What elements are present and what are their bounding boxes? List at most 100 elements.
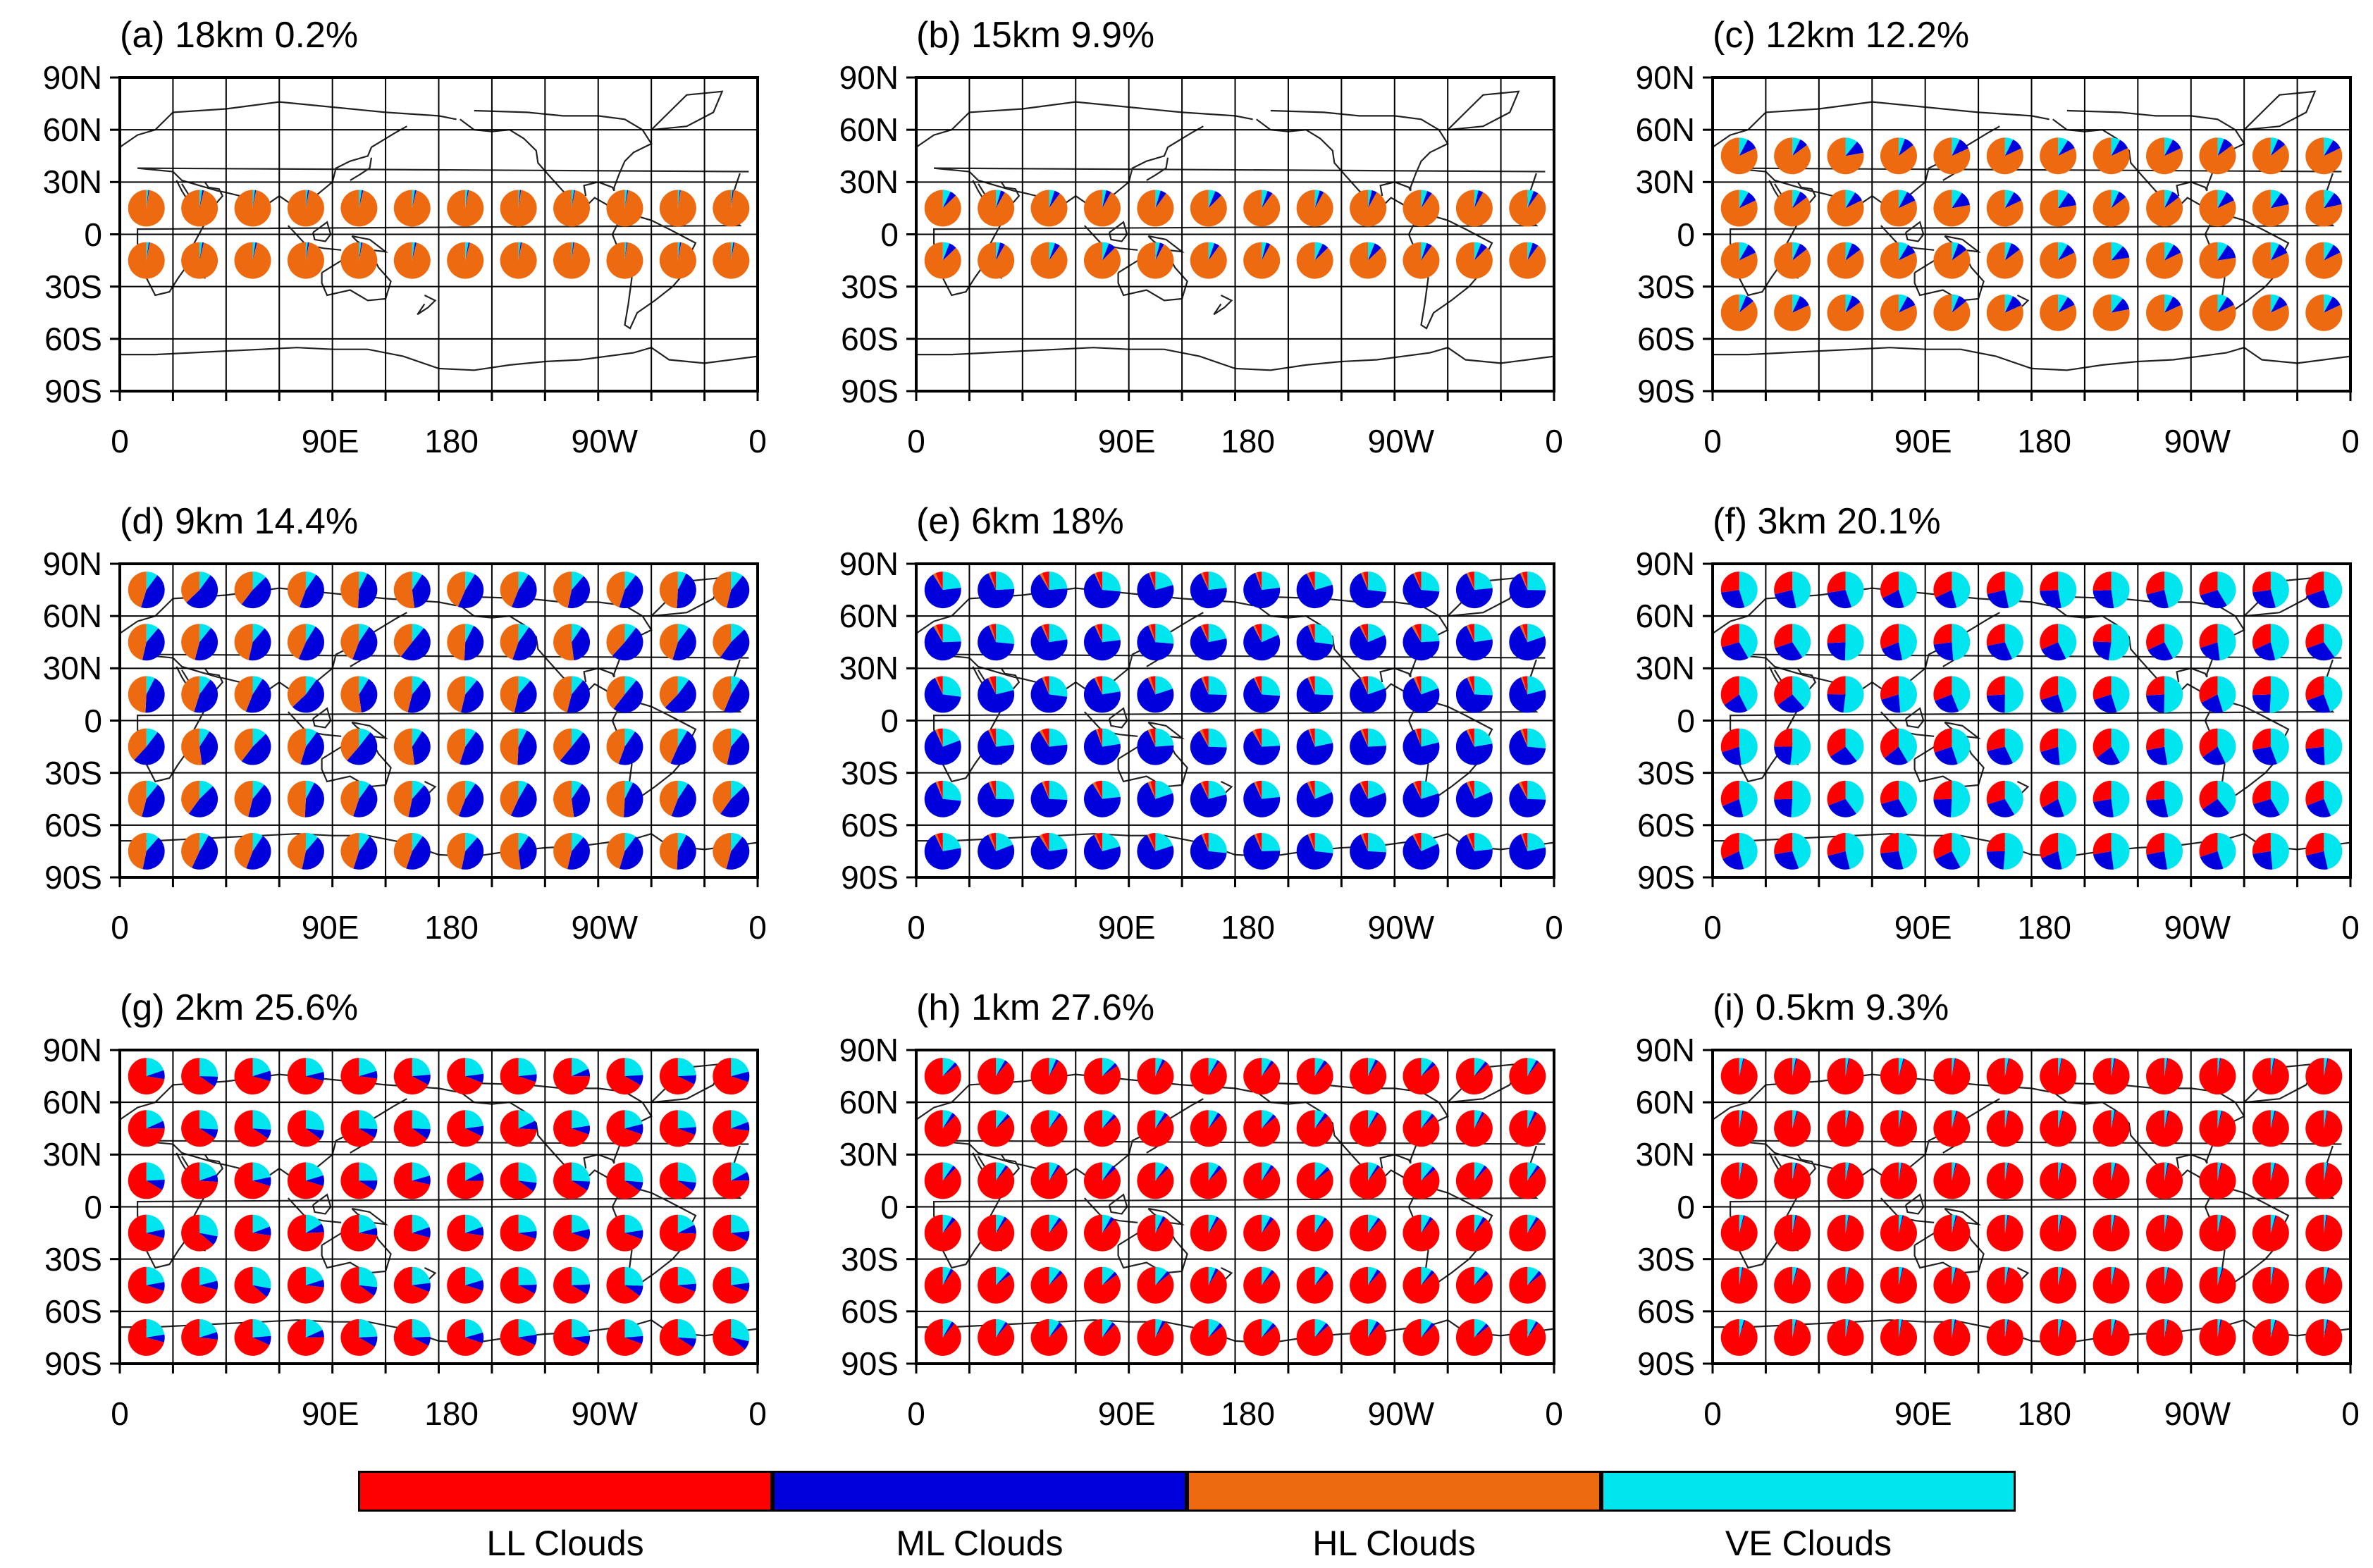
pie-chart [1190, 190, 1227, 227]
pie-slice-ve [412, 1266, 431, 1285]
pie-slice-ve [2004, 780, 2023, 815]
pie-slice-ve [942, 728, 961, 747]
pie-slice-ve [572, 624, 582, 643]
lon-tick-label: 90W [571, 423, 639, 459]
pie-chart [1774, 832, 1811, 870]
pie-slice-ve [1792, 572, 1811, 608]
pie-slice-ve [412, 728, 423, 747]
pie-slice-ll [1190, 1110, 1227, 1147]
pie-chart [1933, 624, 1971, 661]
map-panel [110, 1049, 759, 1373]
pie-slice-ml [1296, 573, 1333, 609]
pie-slice-ml [1155, 1320, 1166, 1338]
pie-slice-ve [2111, 1266, 2115, 1285]
pie-slice-ll [1509, 1110, 1546, 1147]
pie-slice-ll [340, 1162, 375, 1199]
pie-slice-ml [1952, 295, 1966, 313]
pie-slice-ll [990, 676, 997, 695]
pie-slice-ml [2058, 1058, 2063, 1077]
pie-slice-ll [1933, 832, 1952, 860]
pie-chart [393, 1162, 431, 1199]
pie-slice-ve [305, 780, 315, 799]
pie-slice-ve [146, 728, 158, 747]
pie-slice-hl [500, 624, 519, 660]
pie-slice-ml [1845, 295, 1861, 313]
pie-slice-ml [942, 1166, 956, 1181]
pie-chart [181, 780, 218, 817]
pie-slice-ml [359, 1128, 378, 1138]
coastline [651, 90, 724, 131]
pie-chart [1933, 572, 1971, 609]
pie-slice-ll [500, 1162, 534, 1199]
pie-slice-ll [1774, 676, 1793, 705]
pie-slice-ve [1792, 294, 1801, 313]
pie-slice-ve [2058, 780, 2077, 817]
pie-chart [1350, 1266, 1387, 1304]
pie-slice-ll [2040, 624, 2059, 650]
pie-chart [1720, 190, 1758, 227]
pie-slice-ml [1403, 834, 1440, 870]
pie-slice-ml [1049, 1270, 1063, 1285]
pie-slice-ll [1414, 832, 1422, 851]
pie-chart [181, 572, 218, 609]
pie-slice-ll [2199, 1058, 2236, 1095]
pie-slice-ve [2004, 294, 2014, 313]
pie-chart [553, 1266, 591, 1304]
pie-slice-ll [1361, 780, 1369, 799]
pie-slice-ml [252, 1335, 271, 1345]
pie-chart [1190, 1162, 1227, 1199]
pie-slice-ve [199, 1110, 218, 1130]
pie-slice-ve [1421, 728, 1439, 747]
pie-slice-ml [942, 1321, 955, 1338]
pie-chart [1350, 832, 1387, 870]
pie-slice-ll [1468, 832, 1474, 851]
pie-slice-ll [606, 1162, 641, 1199]
pie-slice-ll [659, 1110, 696, 1147]
pie-slice-ml [1030, 574, 1068, 609]
pie-slice-ml [1474, 190, 1484, 209]
pie-chart [500, 676, 537, 713]
pie-slice-ml [1368, 1112, 1379, 1129]
pie-slice-ve [1368, 624, 1385, 643]
pie-slice-ll [447, 1319, 483, 1356]
pie-slice-ll [2040, 572, 2059, 591]
pie-chart [1509, 572, 1546, 609]
pie-slice-ml [199, 1332, 218, 1340]
pie-chart [128, 1214, 165, 1252]
pie-chart [713, 780, 750, 817]
pie-slice-hl [1306, 572, 1315, 591]
pie-slice-ml [996, 1216, 1008, 1233]
lat-tick-label: 90S [1637, 1345, 1695, 1382]
lat-tick-label: 90N [42, 545, 102, 582]
pie-slice-ml [1986, 694, 2005, 713]
pie-slice-ml [186, 575, 218, 609]
pie-slice-ml [624, 242, 628, 261]
pie-slice-ll [1030, 1058, 1068, 1095]
pie-slice-ml [1987, 642, 2012, 661]
pie-slice-ve [2058, 676, 2077, 712]
pie-slice-ve [1739, 1214, 1744, 1233]
pie-slice-ll [1137, 1162, 1174, 1199]
pie-slice-ve [2217, 190, 2227, 209]
pie-chart [2252, 780, 2289, 817]
pie-chart [234, 1162, 271, 1199]
pie-slice-ll [2252, 1162, 2289, 1199]
pie-chart [1455, 1266, 1493, 1304]
pie-chart [287, 242, 324, 279]
pie-chart [659, 1214, 696, 1252]
lat-tick-label: 60S [1637, 806, 1695, 844]
pie-chart [713, 572, 750, 609]
pie-slice-ll [1190, 1058, 1227, 1095]
pie-slice-ll [1522, 572, 1528, 591]
pie-slice-hl [181, 624, 200, 660]
pie-chart [2199, 1110, 2236, 1147]
pie-chart [1030, 1214, 1068, 1252]
pie-slice-ml [145, 678, 165, 713]
pie-slice-hl [128, 190, 165, 227]
pie-slice-ml [1720, 590, 1745, 609]
pie-slice-ll [2092, 1214, 2130, 1252]
pie-chart [287, 1266, 324, 1304]
pie-slice-ml [2324, 1267, 2329, 1285]
pie-slice-ll [2305, 1058, 2343, 1095]
pie-slice-ll [234, 1319, 270, 1356]
